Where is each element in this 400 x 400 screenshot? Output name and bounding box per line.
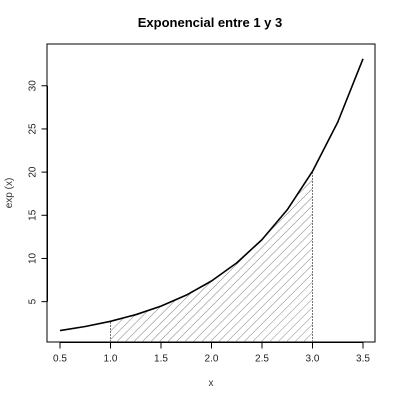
x-tick-label: 2.0 [205,354,219,365]
x-tick-label: 2.5 [255,354,269,365]
y-tick-label: 25 [28,123,39,135]
x-tick-label: 0.5 [53,354,67,365]
x-tick-label: 1.5 [154,354,168,365]
x-axis-label: x [209,378,214,389]
y-tick-label: 30 [28,80,39,92]
chart-title: Exponencial entre 1 y 3 [138,15,283,30]
y-tick-label: 10 [28,252,39,264]
y-axis-label: exp (x) [4,178,15,209]
y-tick-label: 5 [28,298,39,304]
shaded-area-group [110,171,313,342]
x-tick-label: 3.5 [356,354,370,365]
x-axis: 0.5 1.0 1.5 2.0 2.5 3.0 3.5 [53,342,370,365]
y-tick-label: 20 [28,166,39,178]
series-group [59,58,364,332]
y-axis: 5 10 15 20 25 30 [28,80,48,304]
shaded-area [110,171,313,342]
y-tick-label: 15 [28,209,39,221]
series-line [59,58,364,332]
x-tick-label: 1.0 [104,354,118,365]
x-tick-label: 3.0 [306,354,320,365]
